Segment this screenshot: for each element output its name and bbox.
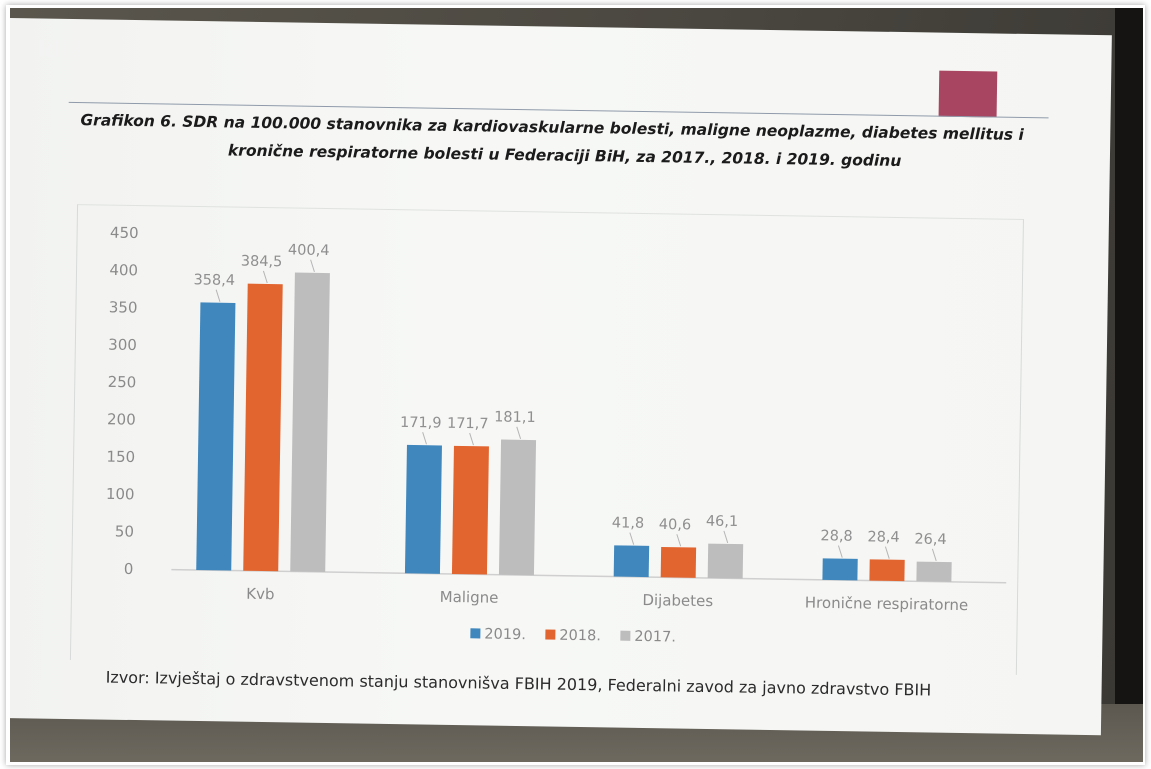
y-tick-label: 300	[108, 336, 137, 354]
projection-screen: Grafikon 6. SDR na 100.000 stanovnika za…	[10, 18, 1112, 736]
legend-swatch	[470, 628, 481, 639]
bar	[613, 545, 650, 578]
data-label-leader	[884, 546, 890, 559]
data-label-leader	[516, 426, 522, 440]
data-label: 41,8	[612, 515, 645, 532]
y-tick-label: 0	[124, 560, 134, 578]
data-label-leader	[723, 530, 729, 544]
data-label: 171,9	[400, 415, 442, 432]
bar-chart: 0 50 100 150 200 250 300 350 400 450 358,4 384,5 400…	[106, 224, 1007, 646]
y-tick-label: 400	[109, 261, 138, 279]
data-label: 40,6	[659, 517, 692, 534]
data-label-leader	[837, 545, 843, 558]
category-label: Maligne	[440, 588, 499, 607]
y-tick-label: 350	[109, 298, 138, 316]
y-tick-label: 250	[108, 373, 137, 391]
data-label: 384,5	[241, 254, 283, 271]
legend-label: 2019.	[484, 627, 526, 644]
data-label-leader	[931, 548, 937, 562]
data-label: 26,4	[914, 532, 947, 549]
bar	[869, 559, 905, 582]
chart-title-line-2: kronične respiratorne bolesti u Federaci…	[227, 141, 902, 171]
category-label: Dijabetes	[642, 591, 713, 610]
projector-edge	[1115, 8, 1143, 762]
category-label: Kvb	[246, 585, 275, 603]
bar	[243, 283, 283, 572]
bar	[916, 561, 952, 582]
bar	[451, 445, 489, 575]
data-label: 46,1	[706, 514, 739, 531]
data-label: 358,4	[193, 272, 235, 289]
data-label-leader	[469, 432, 474, 446]
data-label: 400,4	[288, 242, 330, 259]
bar	[498, 439, 537, 576]
y-tick-label: 450	[110, 224, 139, 242]
legend-label: 2017.	[634, 629, 676, 646]
data-label: 28,8	[820, 528, 853, 545]
y-tick-label: 50	[115, 522, 134, 540]
chart-title-line-1: Grafikon 6. SDR na 100.000 stanovnika za…	[80, 111, 1024, 144]
data-label-leader	[262, 270, 268, 284]
klix-logo: klix	[38, 38, 84, 63]
category-label: Hronične respiratorne	[805, 594, 969, 615]
data-label-leader	[215, 289, 221, 302]
y-tick-label: 150	[106, 448, 135, 466]
data-label: 181,1	[494, 409, 536, 426]
bar	[707, 543, 744, 579]
y-tick-label: 200	[107, 410, 136, 428]
accent-block	[938, 70, 998, 118]
bar	[660, 546, 697, 578]
data-label-leader	[629, 532, 635, 545]
data-label: 171,7	[447, 416, 489, 433]
data-label-leader	[310, 259, 315, 272]
bar	[290, 272, 330, 573]
bar	[822, 558, 858, 581]
y-tick-label: 100	[106, 485, 135, 503]
legend-label: 2018.	[559, 628, 601, 645]
data-label-leader	[422, 432, 427, 445]
bar	[404, 444, 442, 574]
legend-swatch	[620, 630, 631, 641]
data-label-leader	[676, 534, 682, 547]
bar	[196, 302, 236, 571]
photo-background: Grafikon 6. SDR na 100.000 stanovnika za…	[10, 8, 1143, 762]
data-label: 28,4	[867, 529, 900, 546]
legend-swatch	[545, 629, 556, 640]
